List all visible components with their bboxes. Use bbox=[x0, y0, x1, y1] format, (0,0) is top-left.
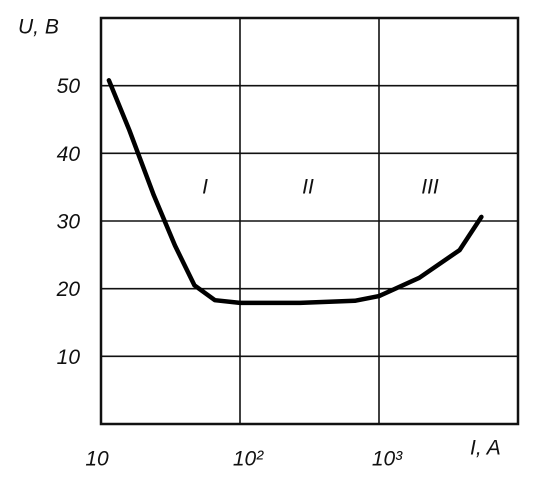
region-label: III bbox=[421, 176, 439, 199]
y-tick-label: 50 bbox=[57, 75, 81, 98]
data-line bbox=[106, 78, 484, 306]
y-tick-label: 40 bbox=[57, 143, 81, 166]
x-tick-label: 10 bbox=[85, 448, 109, 471]
region-label: II bbox=[302, 176, 314, 199]
y-tick-label: 20 bbox=[56, 278, 81, 301]
x-axis-label: I, A bbox=[470, 437, 501, 460]
y-tick-label: 10 bbox=[57, 346, 81, 369]
x-tick-label: 10³ bbox=[372, 448, 403, 471]
region-label: I bbox=[202, 176, 208, 199]
y-axis-label: U, В bbox=[18, 16, 59, 39]
y-tick-label: 30 bbox=[57, 211, 81, 234]
x-tick-label: 10² bbox=[233, 448, 264, 471]
